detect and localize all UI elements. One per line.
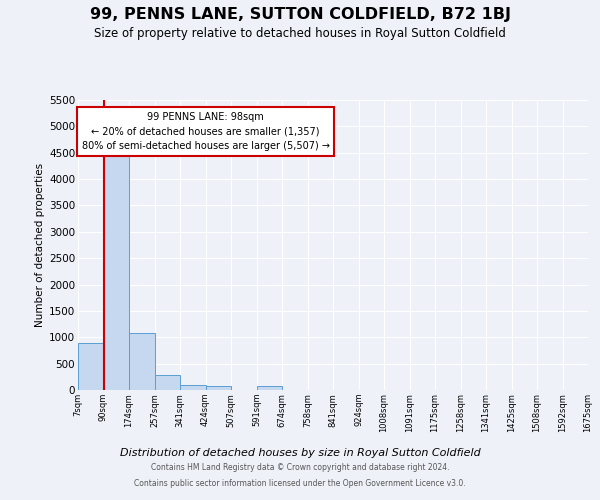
Text: 99 PENNS LANE: 98sqm
← 20% of detached houses are smaller (1,357)
80% of semi-de: 99 PENNS LANE: 98sqm ← 20% of detached h… — [82, 112, 329, 151]
Bar — [205, 386, 231, 390]
Bar — [78, 342, 104, 390]
Bar — [180, 386, 205, 390]
Bar — [104, 148, 129, 390]
Text: 99, PENNS LANE, SUTTON COLDFIELD, B72 1BJ: 99, PENNS LANE, SUTTON COLDFIELD, B72 1B… — [89, 8, 511, 22]
Bar — [155, 375, 180, 390]
Y-axis label: Number of detached properties: Number of detached properties — [35, 163, 45, 327]
Text: Distribution of detached houses by size in Royal Sutton Coldfield: Distribution of detached houses by size … — [119, 448, 481, 458]
Text: Contains public sector information licensed under the Open Government Licence v3: Contains public sector information licen… — [134, 478, 466, 488]
Text: Contains HM Land Registry data © Crown copyright and database right 2024.: Contains HM Land Registry data © Crown c… — [151, 464, 449, 472]
Text: Size of property relative to detached houses in Royal Sutton Coldfield: Size of property relative to detached ho… — [94, 28, 506, 40]
Bar — [257, 386, 282, 390]
Bar — [129, 333, 155, 390]
